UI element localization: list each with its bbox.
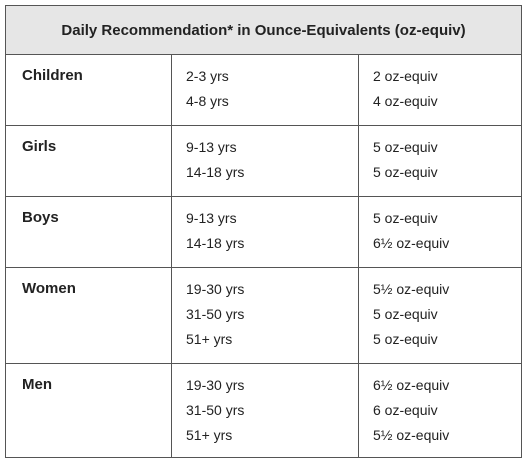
table-row: Girls 9-13 yrs 14-18 yrs 5 oz-equiv 5 oz… — [5, 125, 523, 197]
table-row: Boys 9-13 yrs 14-18 yrs 5 oz-equiv 6½ oz… — [5, 196, 523, 268]
age-cell: 2-3 yrs 4-8 yrs — [171, 54, 359, 126]
age-range: 14-18 yrs — [186, 235, 245, 251]
amount-value: 5½ oz-equiv — [373, 427, 450, 443]
group-label: Girls — [5, 125, 172, 197]
age-range: 2-3 yrs — [186, 68, 229, 84]
age-cell: 19-30 yrs 31-50 yrs 51+ yrs — [171, 363, 359, 458]
age-range: 9-13 yrs — [186, 139, 237, 155]
age-range: 19-30 yrs — [186, 377, 245, 393]
age-range: 31-50 yrs — [186, 402, 245, 418]
group-label: Men — [5, 363, 172, 458]
amount-cell: 5 oz-equiv 6½ oz-equiv — [357, 196, 523, 268]
amount-value: 2 oz-equiv — [373, 68, 438, 84]
table-title: Daily Recommendation* in Ounce-Equivalen… — [4, 5, 523, 55]
age-range: 51+ yrs — [186, 427, 233, 443]
table-row: Men 19-30 yrs 31-50 yrs 51+ yrs 6½ oz-eq… — [5, 363, 523, 458]
amount-value: 5½ oz-equiv — [373, 281, 450, 297]
amount-value: 6 oz-equiv — [373, 402, 438, 418]
amount-value: 5 oz-equiv — [373, 306, 438, 322]
age-range: 9-13 yrs — [186, 210, 237, 226]
table-row: Children 2-3 yrs 4-8 yrs 2 oz-equiv 4 oz… — [5, 54, 523, 126]
group-label: Women — [5, 267, 172, 364]
age-range: 19-30 yrs — [186, 281, 245, 297]
age-cell: 9-13 yrs 14-18 yrs — [171, 196, 359, 268]
amount-cell: 5 oz-equiv 5 oz-equiv — [357, 125, 523, 197]
amount-value: 5 oz-equiv — [373, 139, 438, 155]
group-label: Boys — [5, 196, 172, 268]
amount-value: 6½ oz-equiv — [373, 377, 450, 393]
recommendation-table: Daily Recommendation* in Ounce-Equivalen… — [4, 5, 523, 458]
table-row: Women 19-30 yrs 31-50 yrs 51+ yrs 5½ oz-… — [5, 267, 523, 364]
amount-value: 5 oz-equiv — [373, 331, 438, 347]
amount-cell: 5½ oz-equiv 5 oz-equiv 5 oz-equiv — [357, 267, 523, 364]
age-range: 51+ yrs — [186, 331, 233, 347]
age-cell: 19-30 yrs 31-50 yrs 51+ yrs — [171, 267, 359, 364]
age-cell: 9-13 yrs 14-18 yrs — [171, 125, 359, 197]
age-range: 4-8 yrs — [186, 93, 229, 109]
amount-value: 5 oz-equiv — [373, 164, 438, 180]
amount-value: 5 oz-equiv — [373, 210, 438, 226]
amount-value: 6½ oz-equiv — [373, 235, 450, 251]
group-label: Children — [5, 54, 172, 126]
age-range: 14-18 yrs — [186, 164, 245, 180]
amount-cell: 2 oz-equiv 4 oz-equiv — [357, 54, 523, 126]
age-range: 31-50 yrs — [186, 306, 245, 322]
amount-cell: 6½ oz-equiv 6 oz-equiv 5½ oz-equiv — [357, 363, 523, 458]
table-header-row: Daily Recommendation* in Ounce-Equivalen… — [4, 5, 523, 55]
amount-value: 4 oz-equiv — [373, 93, 438, 109]
